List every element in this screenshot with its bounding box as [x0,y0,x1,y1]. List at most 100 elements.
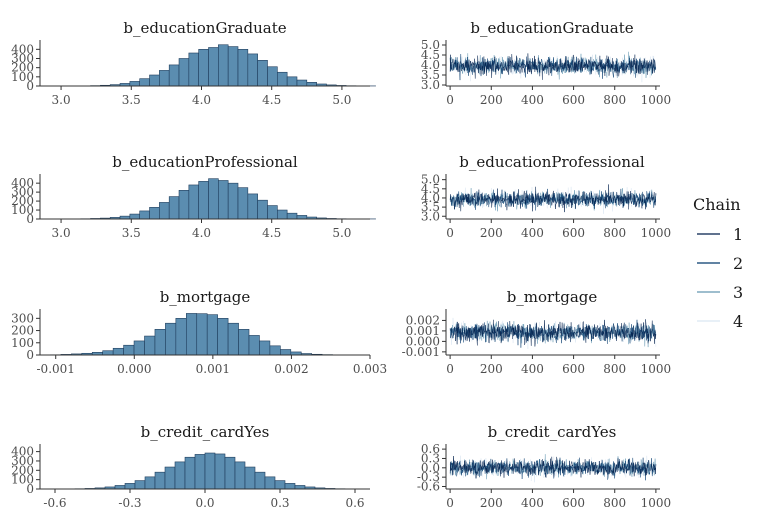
legend-label: 4 [733,312,743,331]
histogram-bar [184,456,196,490]
x-tick-label: 0.0 [195,496,214,510]
histogram-bar [196,313,208,356]
y-tick-label: 0.000 [406,334,440,348]
y-tick-label: 400 [11,445,34,459]
histogram-bar [204,452,216,490]
histogram-bar [188,52,199,87]
panel-3-line-b_educationProfessional: b_educationProfessional 0 200 400 600 800 1000… [421,153,671,240]
y-tick-label: 200 [11,61,34,75]
histogram-bar [144,335,156,356]
histogram-bar [149,74,160,87]
histogram-bar [284,483,296,490]
trace-line-chain-1 [449,455,657,479]
y-tick-label: 300 [11,52,34,66]
panel-title: b_credit_cardYes [488,423,617,441]
histogram-bar [159,202,170,220]
histogram-bar [257,60,268,87]
x-tick-label: 5.0 [332,226,351,240]
x-tick-label: 400 [521,496,544,510]
histogram-bar [124,483,136,490]
x-tick-label: 600 [562,496,585,510]
histogram-bar [296,79,308,87]
x-tick-label: 4.5 [262,226,281,240]
histogram-bar [294,485,306,490]
histogram-bar [208,178,219,220]
panel-1-line-b_educationGraduate: b_educationGraduate 0 200 400 600 800 1000 3.03… [421,19,671,107]
histogram-bar [306,82,317,87]
histogram-bar [159,70,170,87]
x-tick-label: 4.0 [192,93,211,107]
histogram-bar [247,53,258,87]
histogram-bar [164,466,176,490]
x-tick-label: 0 [446,496,454,510]
histogram-bar [188,184,199,220]
histogram-bar [133,340,145,356]
x-tick-label: -0.001 [37,362,75,376]
x-tick-label: 3.5 [122,93,141,107]
x-tick-label: 0 [446,226,454,240]
histogram-bar [154,471,166,490]
histogram-bar [123,344,135,356]
histogram-bar [218,180,229,220]
histogram-bar [186,313,198,356]
panel-title: b_mortgage [507,288,598,306]
histogram-bar [247,193,258,220]
y-tick-label: 100 [11,336,34,350]
histogram-bar [257,199,268,220]
histogram-bar [102,350,114,356]
trace-line-chain-1 [449,319,657,347]
y-tick-label: 5.0 [421,173,440,187]
y-tick-label: 0.001 [406,324,440,338]
trace-line-chain-1 [449,184,657,213]
x-tick-label: 600 [562,93,585,107]
y-tick-label: 300 [11,185,34,199]
histogram-bar [112,347,124,356]
x-tick-label: 0.001 [196,362,230,376]
histogram-bar [134,480,146,490]
histogram-bar [144,476,156,490]
y-tick-label: 3.5 [421,68,440,82]
histogram-bar [234,461,246,490]
histogram-bar [227,322,239,356]
y-tick-label: 4.0 [421,58,440,72]
y-tick-label: 400 [11,42,34,56]
x-tick-label: 200 [480,93,503,107]
panel-title: b_credit_cardYes [141,423,270,441]
histogram-bar [248,335,260,356]
histogram-bar [198,49,209,87]
histogram-bar [178,190,190,220]
y-tick-label: 3.0 [421,209,440,223]
x-tick-label: 200 [480,362,503,376]
histogram-bar [277,71,288,87]
y-tick-label: 4.5 [421,48,440,62]
x-tick-label: 0.002 [274,362,308,376]
x-tick-label: 3.5 [122,226,141,240]
x-tick-label: 600 [562,362,585,376]
histogram-bar [269,345,281,356]
y-tick-label: 3.0 [421,78,440,92]
histogram-bar [149,207,160,220]
histogram-bar [224,456,236,490]
histogram-bar [178,58,190,87]
histogram-bar [277,209,288,220]
y-tick-label: 4.5 [421,182,440,196]
x-tick-label: 400 [521,362,544,376]
y-tick-label: 0.3 [421,451,440,465]
y-tick-label: 100 [11,473,34,487]
y-tick-label: 100 [11,203,34,217]
histogram-bar [237,49,249,87]
y-tick-label: -0.001 [402,345,440,359]
histogram-bar [198,181,209,220]
histogram-bar [165,322,177,356]
histogram-bar [267,205,278,220]
x-tick-label: 5.0 [332,93,351,107]
x-tick-label: 800 [603,93,626,107]
x-tick-label: -0.6 [43,496,66,510]
y-tick-label: 0 [26,79,34,93]
y-tick-label: 3.5 [421,200,440,214]
x-tick-label: 1000 [641,496,672,510]
histogram-bar [227,46,239,87]
x-tick-label: 0.6 [345,496,364,510]
